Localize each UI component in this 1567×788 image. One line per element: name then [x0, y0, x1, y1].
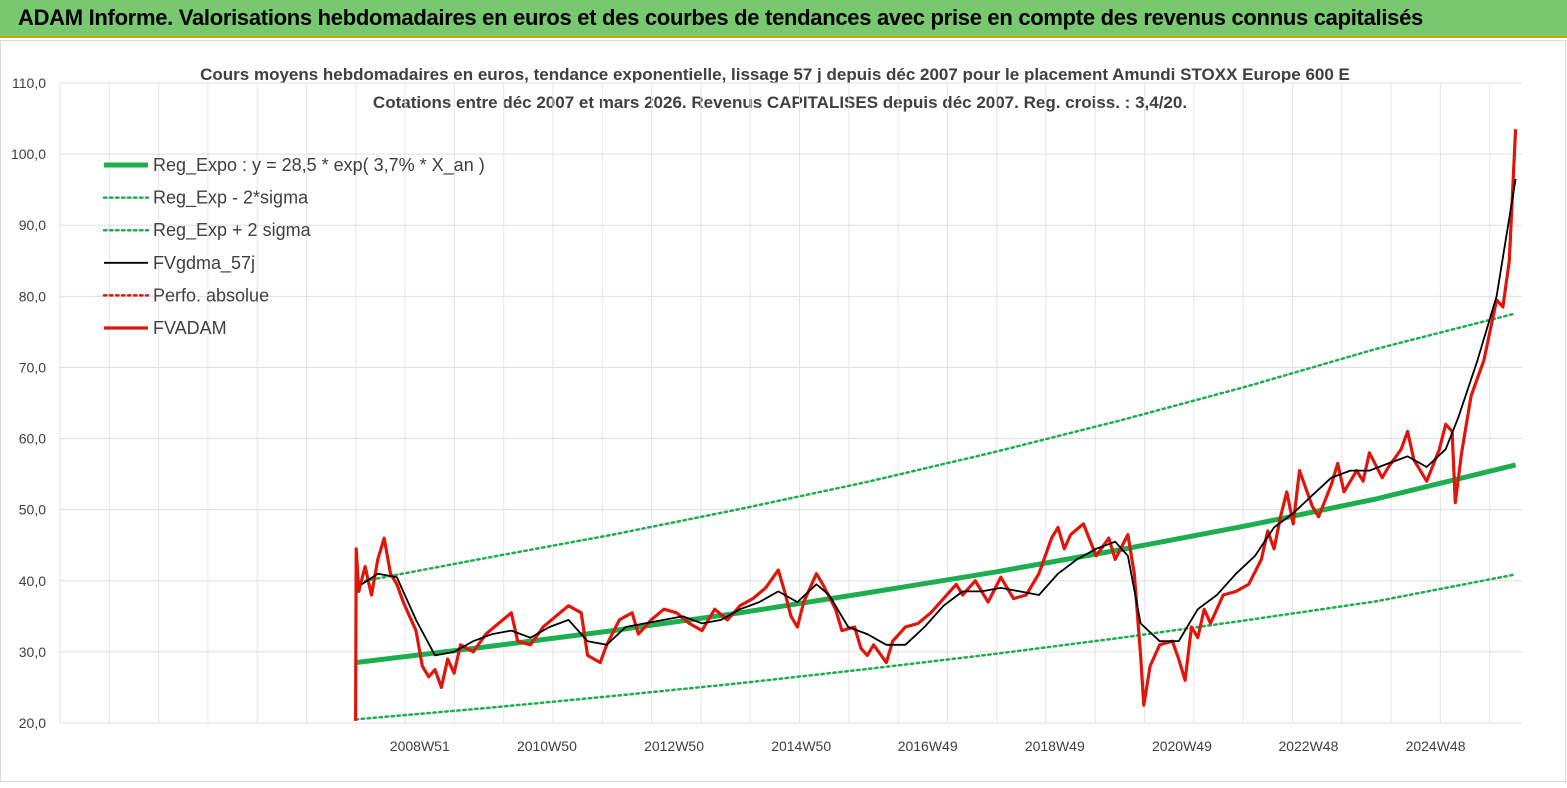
series-line-fvgdma_57j [361, 178, 1517, 657]
chart-area [0, 40, 1566, 782]
valuation-chart: Cours moyens hebdomadaires en euros, ten… [0, 40, 1566, 782]
x-tick-label: 2010W50 [517, 738, 577, 754]
x-tick-label: 2014W50 [771, 738, 831, 754]
legend-label: Reg_Expo : y = 28,5 * exp( 3,7% * X_an ) [153, 155, 485, 176]
chart-frame: Cours moyens hebdomadaires en euros, ten… [0, 40, 1567, 783]
x-tick-label: 2022W48 [1278, 738, 1338, 754]
y-tick-label: 110,0 [12, 75, 46, 91]
legend-label: Reg_Exp + 2 sigma [153, 220, 312, 241]
series-line-reg_exp [354, 573, 1517, 721]
x-tick-label: 2008W51 [390, 738, 450, 754]
series-line-fvadam [354, 129, 1518, 721]
y-tick-label: 90,0 [19, 217, 46, 233]
legend: Reg_Expo : y = 28,5 * exp( 3,7% * X_an )… [102, 155, 485, 338]
y-tick-label: 50,0 [19, 502, 46, 518]
report-title: ADAM Informe. Valorisations hebdomadaire… [18, 5, 1423, 30]
series-lines [354, 129, 1518, 721]
x-axis-labels: 2008W51 2010W50 2012W50 2014W50 2016W49 2018W… [390, 738, 1466, 754]
legend-label: FVgdma_57j [153, 253, 255, 274]
x-tick-label: 2024W48 [1406, 738, 1466, 754]
y-tick-label: 20,0 [19, 715, 46, 731]
legend-label: Perfo. absolue [153, 285, 269, 305]
y-tick-label: 100,0 [11, 146, 46, 162]
chart-subtitle: Cotations entre déc 2007 et mars 2026. R… [373, 93, 1187, 112]
y-tick-label: 80,0 [19, 288, 46, 304]
legend-label: Reg_Exp - 2*sigma [153, 188, 309, 209]
x-tick-label: 2016W49 [898, 738, 958, 754]
y-axis-labels: 20,0 30,0 40,0 50,0 60,0 70,0 80,0 90,0 100,0 110… [11, 75, 46, 731]
y-tick-label: 40,0 [19, 573, 46, 589]
x-tick-label: 2018W49 [1025, 738, 1085, 754]
y-tick-label: 70,0 [19, 359, 46, 375]
legend-label: FVADAM [153, 318, 227, 338]
x-tick-label: 2020W49 [1152, 738, 1212, 754]
x-tick-label: 2012W50 [644, 738, 704, 754]
chart-title: Cours moyens hebdomadaires en euros, ten… [200, 65, 1350, 84]
series-line-reg_exp [363, 312, 1517, 583]
report-banner: ADAM Informe. Valorisations hebdomadaire… [0, 0, 1567, 38]
y-tick-label: 60,0 [19, 431, 46, 447]
series-line-reg_expo [355, 462, 1517, 666]
y-tick-label: 30,0 [19, 644, 46, 660]
